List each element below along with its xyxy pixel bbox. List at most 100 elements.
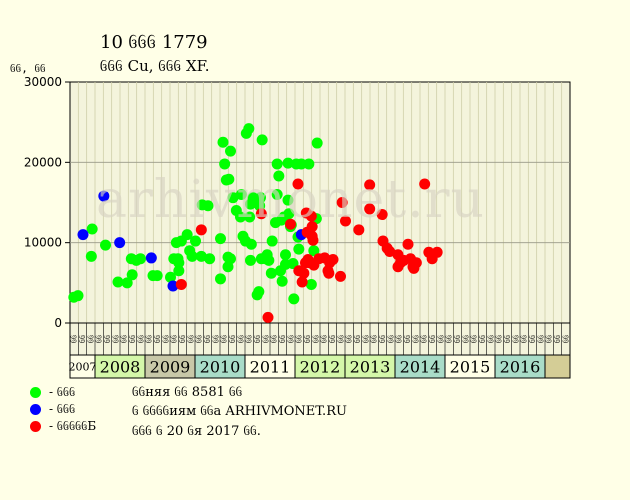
slot-label: ᦑᦑ <box>303 335 312 343</box>
x-axis-slot-labels: ᦑᦑ ᦑᦑ ᦑᦑ ᦑᦑ ᦑᦑ ᦑᦑ ᦑᦑ ᦑᦑ ᦑᦑ ᦑᦑ ᦑᦑ ᦑᦑ ᦑᦑ ᦑᦑ ᦑᦑ ᦑᦑ ᦑᦑ ᦑᦑ ᦑᦑ ᦑᦑ… <box>69 322 571 356</box>
data-point-green <box>215 273 226 285</box>
data-point-blue <box>167 280 179 292</box>
slot-label: ᦑᦑ <box>170 335 179 343</box>
slot-label: ᦑᦑ <box>245 335 254 343</box>
data-point-red <box>307 234 319 246</box>
data-point-green <box>135 253 146 265</box>
legend-label-red: - ᦑᦑᦑᦑᦑБ <box>49 419 97 433</box>
data-point-green <box>100 239 111 251</box>
data-point-green <box>265 267 277 279</box>
slot-label: ᦑᦑ <box>453 335 462 343</box>
slot-label: ᦑᦑ <box>95 335 104 343</box>
data-point-blue <box>145 252 157 264</box>
data-point-green <box>202 200 214 212</box>
data-point-green <box>263 254 275 266</box>
slot-label: ᦑᦑ <box>136 335 145 343</box>
data-point-green <box>215 233 226 245</box>
slot-label: ᦑᦑ <box>161 335 170 343</box>
legend-swatch-blue <box>30 404 41 415</box>
slot-label: ᦑᦑ <box>478 335 487 343</box>
slot-label: ᦑᦑ <box>411 335 420 343</box>
data-point-red <box>292 178 304 190</box>
data-point-green <box>186 250 198 262</box>
data-point-green <box>273 170 285 182</box>
slot-label: ᦑᦑ <box>486 335 495 343</box>
data-point-red <box>419 178 431 190</box>
data-point-red <box>296 276 308 288</box>
slot-label: ᦑᦑ <box>428 335 437 343</box>
data-point-green <box>173 265 185 277</box>
y-tick-label: 10000 <box>24 236 62 250</box>
slot-label: ᦑᦑ <box>278 335 287 343</box>
data-point-red <box>327 254 339 266</box>
slot-label: ᦑᦑ <box>120 335 129 343</box>
footer-line-2: ᦑ ᦑᦑᦑᦑиям ᦑᦑа ARHIVMONET.RU <box>132 404 347 419</box>
data-point-green <box>288 293 300 305</box>
year-label: 2007 <box>69 361 97 374</box>
data-point-red <box>298 267 310 279</box>
data-point-green <box>121 277 133 289</box>
data-point-red <box>384 246 396 258</box>
slot-label: ᦑᦑ <box>320 335 329 343</box>
data-point-red <box>262 311 274 323</box>
data-point-green <box>305 278 317 290</box>
data-point-red <box>323 267 335 279</box>
year-label: 2008 <box>100 358 141 377</box>
legend-swatch-red <box>30 421 41 432</box>
slot-label: ᦑᦑ <box>78 335 87 343</box>
data-point-green <box>243 123 255 135</box>
slot-label: ᦑᦑ <box>178 335 187 343</box>
legend-item-red: - ᦑᦑᦑᦑᦑБ <box>30 419 96 434</box>
data-point-red <box>285 218 296 230</box>
y-axis-ticks: 0 10000 20000 30000 <box>24 75 70 330</box>
data-point-green <box>72 290 84 302</box>
slot-label: ᦑᦑ <box>336 335 345 343</box>
legend-label-green: - ᦑᦑᦑ <box>49 385 76 399</box>
slot-label: ᦑᦑ <box>495 335 504 343</box>
data-point-green <box>308 245 320 257</box>
slot-label: ᦑᦑ <box>203 335 212 343</box>
year-label: 2013 <box>350 358 391 377</box>
data-point-green <box>245 238 257 250</box>
data-point-green <box>227 192 239 204</box>
slot-label: ᦑᦑ <box>403 335 412 343</box>
chart-subtitle: ᦑᦑᦑ Cu, ᦑᦑᦑ XF. <box>100 57 210 75</box>
data-point-green <box>225 145 236 157</box>
data-point-green <box>195 250 207 262</box>
slot-label: ᦑᦑ <box>195 335 204 343</box>
year-label: 2016 <box>500 358 541 377</box>
data-point-green <box>271 188 283 200</box>
data-point-red <box>410 257 422 269</box>
slot-label: ᦑᦑ <box>503 335 512 343</box>
slot-label: ᦑᦑ <box>553 335 562 343</box>
data-point-red <box>175 278 187 290</box>
data-point-green <box>280 249 291 261</box>
y-tick-label: 20000 <box>24 155 62 169</box>
data-point-green <box>256 134 268 146</box>
data-point-green <box>173 257 185 269</box>
data-point-green <box>253 286 265 298</box>
slot-label: ᦑᦑ <box>461 335 470 343</box>
slot-label: ᦑᦑ <box>128 335 137 343</box>
data-point-blue <box>98 190 110 202</box>
data-point-green <box>235 211 246 223</box>
data-point-green <box>282 194 294 206</box>
slot-label: ᦑᦑ <box>211 335 220 343</box>
year-label: 2011 <box>250 358 291 377</box>
slot-label: ᦑᦑ <box>511 335 520 343</box>
data-point-blue <box>77 229 89 241</box>
slot-label: ᦑᦑ <box>153 335 162 343</box>
y-axis-label: ᦑᦑ, ᦑᦑ <box>10 62 46 75</box>
data-point-green <box>225 253 236 265</box>
slot-label: ᦑᦑ <box>361 335 370 343</box>
data-point-green <box>271 158 283 170</box>
slot-label: ᦑᦑ <box>528 335 537 343</box>
slot-label: ᦑᦑ <box>353 335 362 343</box>
data-point-green <box>190 235 201 247</box>
slot-label: ᦑᦑ <box>395 335 404 343</box>
slot-label: ᦑᦑ <box>261 335 270 343</box>
slot-label: ᦑᦑ <box>436 335 445 343</box>
year-label: 2015 <box>450 358 491 377</box>
slot-label: ᦑᦑ <box>220 335 229 343</box>
